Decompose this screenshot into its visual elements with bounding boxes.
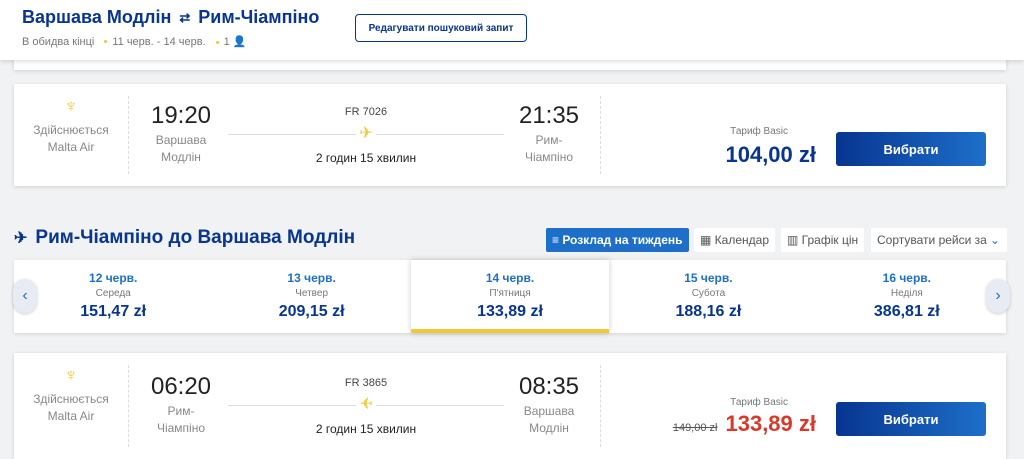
date: 12 черв. (89, 271, 138, 285)
date-price: 188,16 zł (675, 303, 742, 320)
date: 15 черв. (684, 271, 733, 285)
person-icon: 👤 (232, 36, 247, 48)
search-header: Варшава Модлін ⇄ Рим-Чіампіно В обидва к… (0, 0, 1024, 60)
operator-name: Malta Air (47, 140, 95, 154)
departure-airport: Рим- Чіампіно (136, 403, 226, 437)
operator-name: Malta Air (47, 409, 95, 423)
route-title: Варшава Модлін ⇄ Рим-Чіампіно (22, 7, 319, 28)
tab-price-chart[interactable]: ▥ Графік цін (781, 228, 865, 252)
prev-dates-button[interactable]: ‹ (13, 279, 37, 313)
trip-dates: 11 черв. - 14 черв. (112, 35, 206, 48)
date-price: 133,89 zł (477, 303, 543, 320)
operator: ♆ Здійснюється Malta Air (14, 365, 128, 425)
ryanair-harp-logo-icon: ♆ (64, 96, 78, 116)
dep-l1: Варшава (155, 133, 207, 147)
date: 14 черв. (485, 271, 535, 285)
select-button[interactable]: Вибрати (836, 402, 986, 436)
operator-label: Здійснюється (33, 123, 109, 137)
flight-number: FR 3865 (344, 377, 388, 389)
arr-l2: Модлін (529, 421, 569, 435)
chevron-down-icon: ⌄ (989, 233, 1000, 247)
tab-week-schedule[interactable]: ≡ Розклад на тиждень (546, 228, 689, 252)
select-button[interactable]: Вибрати (836, 132, 986, 166)
date-tab[interactable]: 16 черв. Неділя 386,81 zł (808, 260, 1006, 333)
ryanair-harp-logo-icon: ♆ (64, 365, 78, 385)
chevron-left-icon: ‹ (22, 287, 28, 304)
date-carousel: 12 черв. Середа 151,47 zł 13 черв. Четвер 20… (14, 260, 1006, 333)
duration: 2 годин 15 хвилин (315, 422, 417, 436)
flight-card-return[interactable]: ♆ Здійснюється Malta Air 06:20 Рим- Чіампін… (14, 353, 1006, 459)
date-tab-selected[interactable]: 14 черв. П'ятниця 133,89 zł (410, 260, 610, 333)
date-price: 386,81 zł (873, 303, 940, 320)
destination: Рим-Чіампіно (198, 7, 320, 27)
flight-card-outbound[interactable]: ♆ Здійснюється Malta Air 19:20 Варшава Модл… (14, 84, 1006, 186)
divider (128, 96, 129, 174)
arr-l1: Варшава (523, 404, 575, 418)
date-tab[interactable]: 15 черв. Субота 188,16 zł (609, 260, 807, 333)
weekday: Четвер (295, 288, 329, 299)
round-trip-icon: ⇄ (179, 9, 191, 25)
plane-icon: ✈ (356, 396, 376, 413)
list-icon: ≡ (552, 233, 563, 247)
price: 133,89 zł (725, 411, 816, 436)
divider (600, 365, 601, 447)
dates-wrap: 11 черв. - 14 черв. (104, 35, 206, 48)
section-title-text: Рим-Чіампіно до Варшава Модлін (35, 227, 356, 248)
divider (128, 365, 129, 447)
tab-calendar[interactable]: ▦ Календар (694, 228, 775, 252)
arr-l2: Чіампіно (524, 150, 574, 164)
sort-dropdown[interactable]: Сортувати рейси за ⌄ (871, 228, 1007, 252)
edit-search-button[interactable]: Редагувати пошуковий запит (355, 14, 527, 42)
dep-l2: Модлін (161, 150, 201, 164)
date: 16 черв. (882, 271, 932, 285)
fare-label: Тариф Basic (730, 397, 788, 408)
duration: 2 годин 15 хвилин (315, 151, 417, 165)
date-tab[interactable]: 13 черв. Четвер 209,15 zł (212, 260, 410, 333)
operator: ♆ Здійснюється Malta Air (14, 96, 128, 156)
trip-type: В обидва кінці (22, 35, 95, 48)
passenger-count: 1 (223, 36, 230, 48)
fare-label: Тариф Basic (730, 126, 788, 137)
calendar-icon: ▦ (700, 233, 715, 247)
weekday: П'ятниця (489, 288, 531, 299)
departure-time: 06:20 (150, 373, 212, 400)
weekday: Неділя (890, 288, 923, 299)
chevron-right-icon: › (995, 287, 1001, 304)
arrival-time: 08:35 (518, 373, 580, 400)
arrival-airport: Варшава Модлін (504, 403, 594, 437)
date-price: 151,47 zł (80, 303, 147, 320)
tab-label: Розклад на тиждень (562, 233, 683, 247)
next-dates-button[interactable]: › (986, 279, 1010, 313)
plane-icon: ✈ (14, 230, 28, 247)
plane-icon: ✈ (356, 126, 376, 142)
operator-label: Здійснюється (33, 392, 109, 406)
tab-label: Календар (714, 233, 769, 247)
origin: Варшава Модлін (22, 7, 172, 27)
weekday: Субота (691, 288, 726, 299)
price: 104,00 zł (725, 142, 816, 167)
dep-l1: Рим- (167, 404, 195, 418)
pax-wrap: 1 👤 (215, 35, 247, 48)
section-title: ✈ Рим-Чіампіно до Варшава Модлін (14, 227, 355, 249)
tab-label: Графік цін (801, 233, 859, 247)
arrival-airport: Рим- Чіампіно (504, 132, 594, 166)
date-tab[interactable]: 12 черв. Середа 151,47 zł (14, 260, 212, 333)
departure-time: 19:20 (150, 102, 212, 129)
date-price: 209,15 zł (278, 303, 345, 320)
arr-l1: Рим- (535, 133, 563, 147)
divider (600, 96, 601, 174)
weekday: Середа (95, 288, 131, 299)
date: 13 черв. (287, 271, 336, 285)
sort-label: Сортувати рейси за (877, 233, 987, 247)
flight-number: FR 7026 (344, 106, 388, 118)
search-meta: В обидва кінці 11 черв. - 14 черв. 1 👤 (22, 35, 247, 49)
bar-chart-icon: ▥ (787, 233, 802, 247)
old-price: 149,00 zł (672, 422, 718, 434)
departure-airport: Варшава Модлін (136, 132, 226, 166)
arrival-time: 21:35 (518, 102, 580, 129)
dep-l2: Чіампіно (156, 421, 206, 435)
price-wrap: 149,00 zł 133,89 zł (673, 411, 816, 437)
